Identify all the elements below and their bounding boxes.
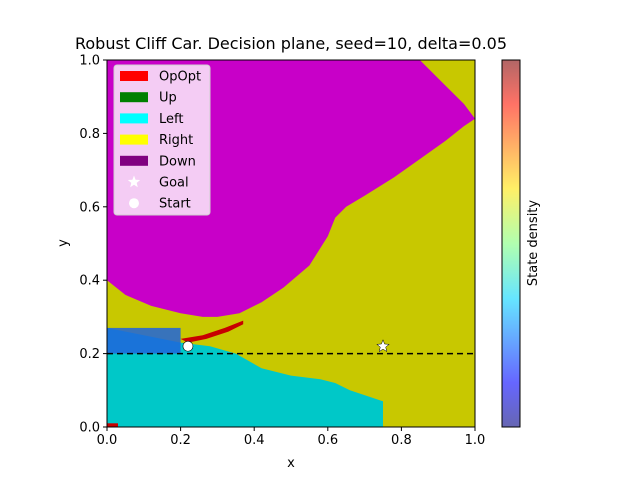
x-tick-label: 0.4 [244,433,265,448]
x-tick-label: 0.0 [97,433,118,448]
legend-item: OpOpt [120,70,201,85]
chart-title: Robust Cliff Car. Decision plane, seed=1… [75,34,507,53]
goal-marker [376,339,390,353]
y-tick-label: 0.2 [79,347,100,362]
legend-label: Goal [159,176,189,191]
colorbar-label: State density [526,200,541,287]
region-opopt [180,320,244,343]
y-tick-label: 0.4 [79,274,100,289]
legend-swatch [120,113,148,124]
legend-label: Start [159,197,191,212]
y-tick-label: 0.6 [79,200,100,215]
legend-circle-marker [129,198,139,209]
state-density-band [107,327,181,354]
legend-swatch [120,134,148,145]
y-tick-label: 0.8 [79,127,100,142]
legend-label: OpOpt [159,70,201,85]
start-marker [182,340,194,352]
colorbar: State density [501,59,541,428]
legend-item: Goal [127,175,189,191]
plot-area [107,60,475,427]
legend: OpOpt Up Left Right Down Goal Start [113,64,211,216]
x-tick-label: 0.6 [317,433,338,448]
legend-box [113,64,211,216]
region-opopt-corner [107,423,118,427]
y-axis: 0.0 0.2 0.4 0.6 0.8 1.0 [79,54,107,436]
legend-item: Start [129,197,191,212]
legend-item: Left [120,112,183,127]
legend-item: Down [120,154,196,169]
x-tick-label: 0.2 [170,433,191,448]
y-tick-label: 0.0 [79,421,100,436]
colorbar-frame [501,59,521,428]
y-tick-label: 1.0 [79,54,100,69]
legend-label: Right [159,133,193,148]
legend-star-marker [127,175,141,188]
legend-swatch [120,92,148,103]
x-axis: 0.0 0.2 0.4 0.6 0.8 1.0 [97,427,486,448]
legend-label: Up [159,91,177,106]
x-tick-label: 1.0 [465,433,486,448]
legend-swatch [120,155,148,166]
colorbar-gradient [502,60,520,427]
plot-frame [106,59,476,428]
legend-item: Up [120,91,177,106]
x-tick-label: 0.8 [391,433,412,448]
y-axis-label: y [56,239,71,247]
legend-label: Down [159,154,196,169]
x-axis-label: x [287,456,295,471]
legend-label: Left [159,112,183,127]
legend-item: Right [120,133,193,148]
legend-swatch [120,71,148,81]
